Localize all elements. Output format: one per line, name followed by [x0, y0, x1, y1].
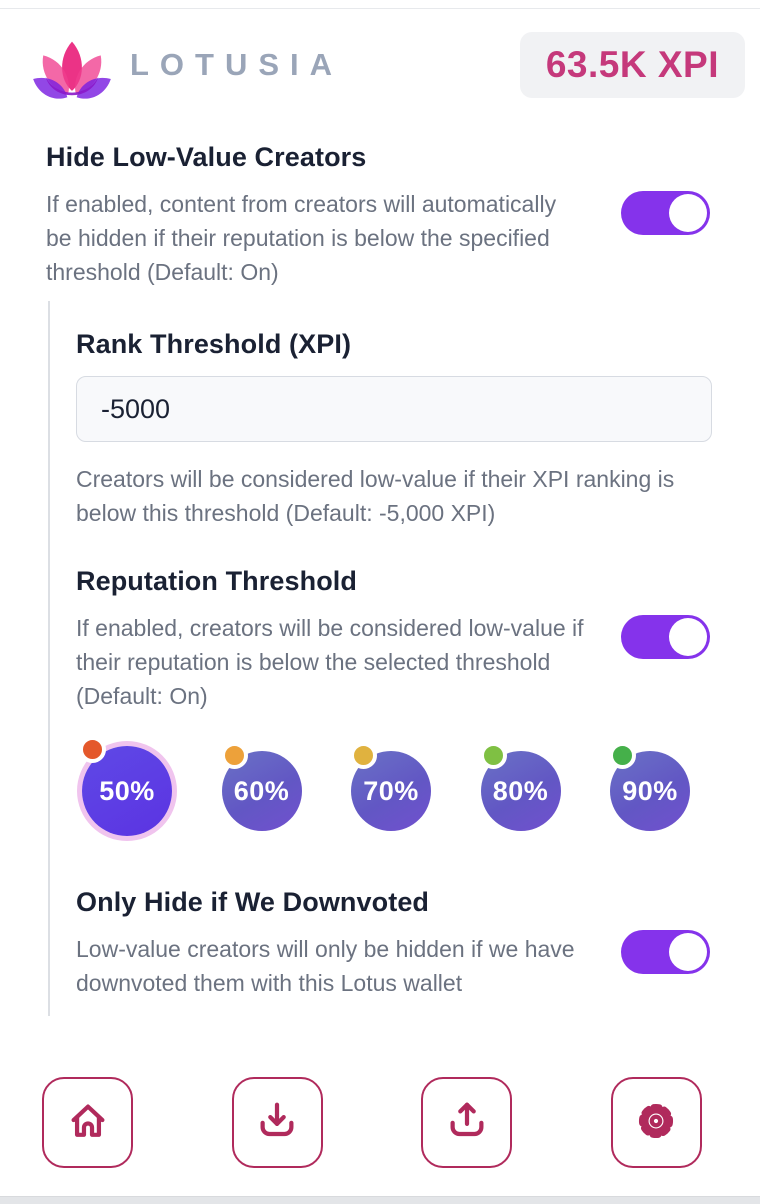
only-hide-downvoted-description: Low-value creators will only be hidden i…: [76, 936, 575, 996]
reputation-threshold-title: Reputation Threshold: [76, 566, 357, 596]
only-hide-downvoted-toggle[interactable]: [621, 930, 710, 974]
hide-low-value-description: If enabled, content from creators will a…: [46, 191, 557, 285]
threshold-subsection: Rank Threshold (XPI) Creators will be co…: [48, 301, 712, 1016]
nav-home-button[interactable]: [42, 1077, 133, 1168]
reputation-dot-60-icon: [220, 742, 248, 769]
nav-upload-button[interactable]: [421, 1077, 513, 1168]
app-header: LOTUSIA 63.5K XPI: [0, 0, 760, 104]
lotus-logo-icon: [28, 24, 116, 106]
nav-download-button[interactable]: [231, 1077, 323, 1168]
settings-panel: Hide Low-Value Creators If enabled, cont…: [0, 104, 760, 1016]
hide-low-value-title: Hide Low-Value Creators: [46, 142, 367, 172]
bottom-edge-bar: [0, 1196, 760, 1204]
upload-icon: [444, 1098, 490, 1147]
reputation-option-60[interactable]: 60%: [220, 742, 302, 831]
download-icon: [254, 1098, 300, 1147]
rank-threshold-helper: Creators will be considered low-value if…: [76, 466, 675, 526]
reputation-option-90[interactable]: 90%: [609, 742, 690, 831]
only-hide-downvoted-title: Only Hide if We Downvoted: [76, 887, 430, 917]
rank-threshold-block: Rank Threshold (XPI) Creators will be co…: [76, 329, 712, 530]
top-divider: [0, 8, 760, 9]
reputation-percent-options: 50% 60% 70% 80% 90%: [76, 736, 690, 843]
reputation-dot-70-icon: [350, 742, 377, 769]
reputation-dot-90-icon: [609, 742, 636, 769]
reputation-threshold-block: Reputation Threshold If enabled, creator…: [76, 566, 710, 843]
reputation-dot-50-icon: [79, 736, 106, 763]
brand-name: LOTUSIA: [130, 47, 344, 82]
reputation-option-80[interactable]: 80%: [479, 742, 561, 831]
reputation-option-70[interactable]: 70%: [350, 742, 431, 831]
reputation-option-50[interactable]: 50%: [79, 736, 172, 836]
home-icon: [65, 1098, 111, 1147]
xpi-balance-badge[interactable]: 63.5K XPI: [519, 32, 745, 98]
reputation-threshold-toggle[interactable]: [621, 615, 710, 659]
rank-threshold-title: Rank Threshold (XPI): [76, 329, 352, 359]
only-hide-downvoted-block: Only Hide if We Downvoted Low-value crea…: [76, 887, 710, 1000]
nav-settings-button[interactable]: [610, 1077, 702, 1168]
rank-threshold-input[interactable]: [76, 376, 712, 442]
hide-low-value-toggle[interactable]: [621, 191, 710, 235]
bottom-navigation: [42, 1077, 702, 1168]
xpi-balance-value: 63.5K XPI: [545, 44, 719, 85]
reputation-threshold-description: If enabled, creators will be considered …: [76, 615, 584, 709]
reputation-dot-80-icon: [479, 742, 507, 769]
gear-icon: [633, 1098, 679, 1147]
